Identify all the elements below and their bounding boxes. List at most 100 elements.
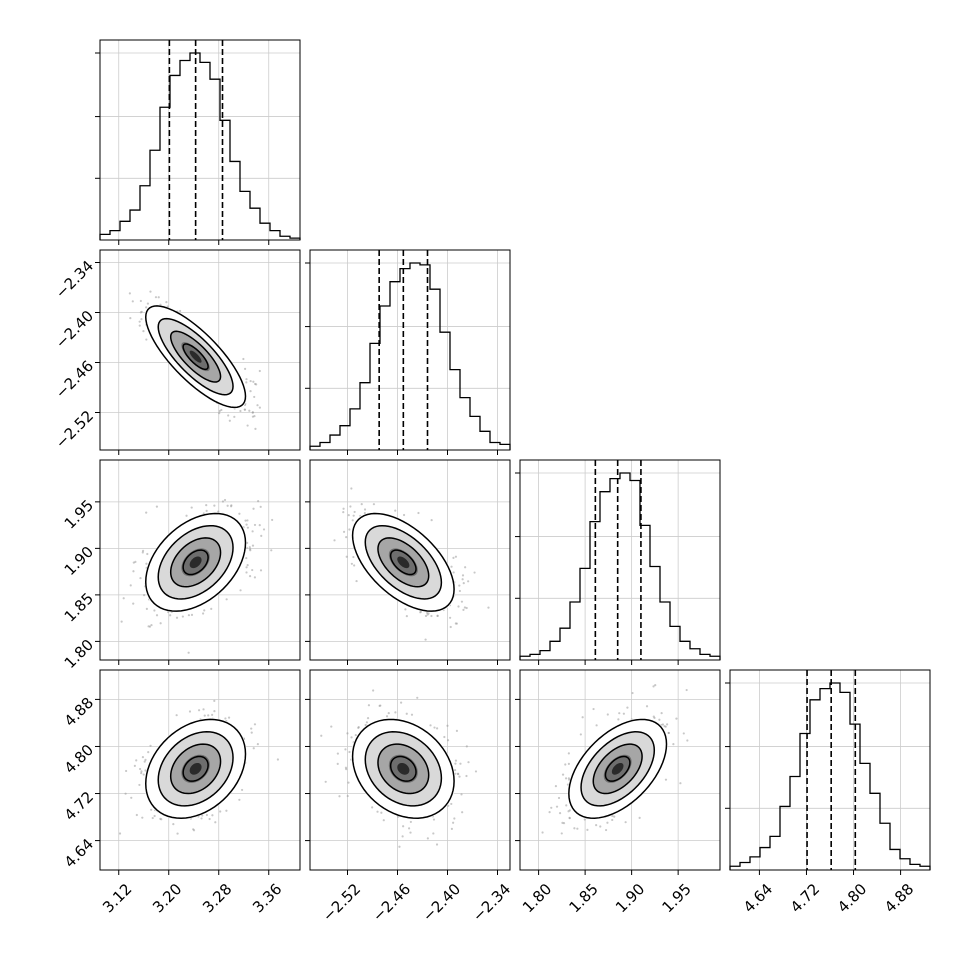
scatter-point bbox=[459, 762, 462, 765]
scatter-point bbox=[201, 612, 205, 615]
x-tick-label: 4.88 bbox=[881, 880, 917, 916]
scatter-point bbox=[387, 712, 390, 715]
scatter-point bbox=[401, 835, 404, 838]
scatter-point bbox=[244, 519, 247, 522]
scatter-point bbox=[353, 564, 356, 567]
contour-line bbox=[157, 317, 234, 396]
scatter-point bbox=[344, 748, 347, 751]
x-tick-label: 1.95 bbox=[659, 880, 695, 916]
scatter-point bbox=[165, 301, 168, 304]
contour-line bbox=[592, 743, 643, 795]
scatter-point bbox=[271, 518, 274, 522]
scatter-point bbox=[320, 734, 323, 737]
scatter-point bbox=[225, 598, 228, 601]
scatter-point bbox=[351, 519, 354, 522]
scatter-point bbox=[555, 805, 559, 808]
x-tick-label: 3.36 bbox=[249, 880, 285, 916]
scatter-point bbox=[385, 715, 389, 718]
scatter-point bbox=[172, 823, 175, 826]
x-tick-label: 3.28 bbox=[199, 880, 235, 916]
scatter-point bbox=[346, 732, 349, 735]
scatter-point bbox=[436, 614, 439, 617]
scatter-point bbox=[618, 712, 621, 715]
scatter-point bbox=[202, 708, 205, 711]
scatter-point bbox=[394, 711, 397, 714]
histogram-panel-2 bbox=[519, 459, 721, 661]
scatter-point bbox=[436, 727, 439, 730]
scatter-point bbox=[460, 600, 464, 603]
scatter-point bbox=[463, 606, 467, 609]
scatter-point bbox=[458, 775, 461, 778]
scatter-point bbox=[366, 717, 370, 720]
contour-line bbox=[157, 524, 234, 600]
density-fill bbox=[397, 762, 410, 775]
scatter-point bbox=[258, 524, 261, 527]
scatter-point bbox=[251, 530, 254, 533]
scatter-point bbox=[409, 820, 412, 824]
scatter-point bbox=[133, 764, 136, 767]
scatter-point bbox=[145, 562, 148, 565]
scatter-point bbox=[452, 821, 455, 824]
scatter-point bbox=[424, 614, 428, 618]
scatter-point bbox=[454, 772, 457, 775]
scatter-point bbox=[338, 795, 341, 798]
scatter-point bbox=[259, 505, 262, 508]
contour-line bbox=[351, 718, 455, 819]
scatter-point bbox=[407, 827, 411, 830]
contour-line bbox=[182, 549, 209, 576]
scatter-point bbox=[140, 318, 143, 321]
scatter-point bbox=[449, 625, 452, 629]
scatter-point bbox=[203, 609, 206, 612]
scatter-point bbox=[672, 743, 675, 746]
scatter-point bbox=[131, 300, 134, 303]
scatter-point bbox=[372, 689, 375, 692]
x-tick-label: 1.85 bbox=[566, 880, 602, 916]
contour-line bbox=[377, 743, 430, 795]
scatter-point bbox=[141, 816, 144, 819]
contour-line bbox=[604, 755, 631, 782]
scatter-point bbox=[129, 316, 132, 320]
scatter-point bbox=[166, 305, 169, 308]
scatter-point bbox=[203, 714, 206, 717]
scatter-panel-1-0 bbox=[99, 249, 301, 451]
scatter-point bbox=[664, 725, 667, 728]
scatter-point bbox=[467, 580, 470, 583]
contour-line bbox=[568, 718, 668, 819]
scatter-point bbox=[246, 519, 249, 522]
scatter-point bbox=[142, 773, 145, 776]
scatter-point bbox=[217, 510, 220, 513]
scatter-point bbox=[402, 513, 406, 517]
scatter-point bbox=[118, 832, 122, 835]
density-fill bbox=[189, 350, 202, 363]
x-tick-label: 1.80 bbox=[519, 880, 555, 916]
scatter-point bbox=[592, 707, 595, 711]
scatter-point bbox=[430, 519, 433, 522]
scatter-point bbox=[652, 685, 655, 688]
scatter-point bbox=[404, 608, 407, 611]
scatter-point bbox=[142, 330, 145, 333]
scatter-point bbox=[213, 710, 216, 713]
scatter-point bbox=[568, 817, 571, 820]
scatter-point bbox=[125, 769, 128, 773]
scatter-point bbox=[138, 320, 141, 323]
scatter-point bbox=[333, 539, 336, 542]
scatter-point bbox=[464, 566, 467, 569]
scatter-point bbox=[227, 414, 230, 417]
scatter-point bbox=[586, 828, 589, 831]
scatter-point bbox=[141, 756, 145, 759]
scatter-point bbox=[253, 395, 256, 399]
scatter-point bbox=[350, 562, 353, 565]
scatter-point bbox=[223, 498, 227, 502]
scatter-point bbox=[211, 814, 214, 817]
scatter-point bbox=[143, 760, 146, 763]
scatter-point bbox=[245, 571, 248, 574]
scatter-point bbox=[246, 424, 249, 427]
scatter-point bbox=[462, 582, 465, 585]
scatter-point bbox=[446, 724, 449, 727]
scatter-point bbox=[611, 814, 614, 818]
scatter-point bbox=[685, 688, 688, 692]
scatter-point bbox=[243, 408, 246, 411]
scatter-point bbox=[187, 651, 190, 654]
scatter-point bbox=[225, 809, 228, 812]
scatter-point bbox=[245, 566, 248, 569]
